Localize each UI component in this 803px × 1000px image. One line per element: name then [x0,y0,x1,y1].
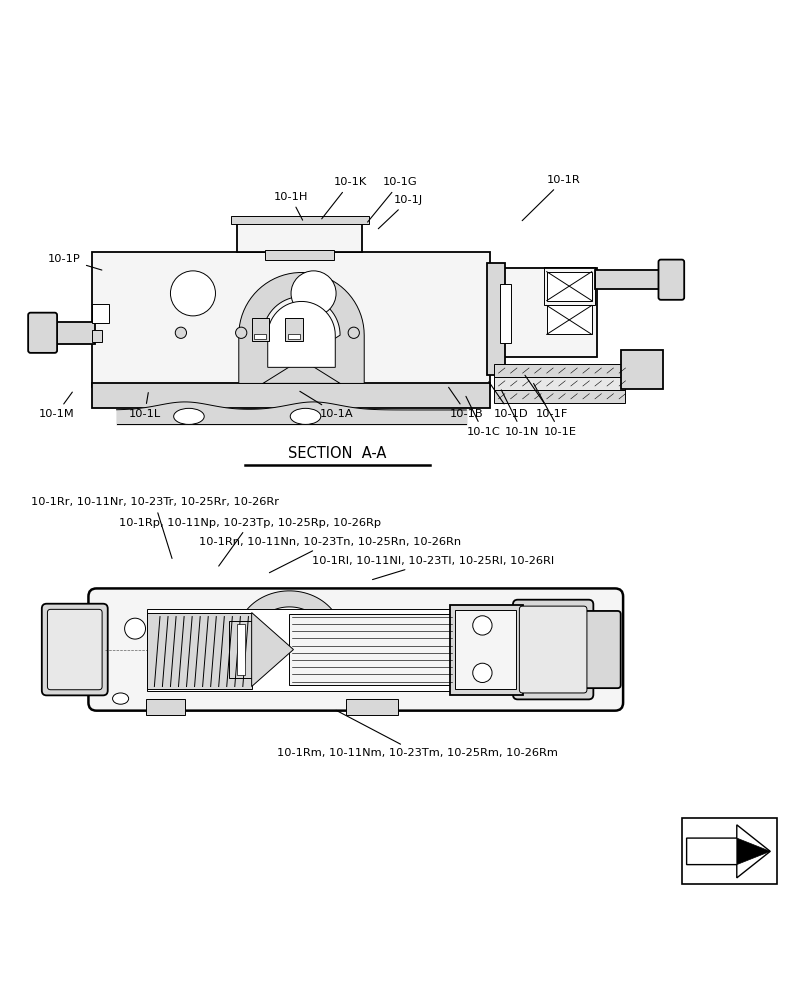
Bar [51,322,95,344]
Bar [494,364,624,377]
Bar [146,699,185,715]
Polygon shape [267,301,335,367]
Circle shape [291,271,336,316]
Bar [92,330,102,342]
FancyBboxPatch shape [658,260,683,300]
Bar [499,284,511,343]
Bar [501,268,596,357]
Text: 10-1Rn, 10-11Nn, 10-23Tn, 10-25Rn, 10-26Rn: 10-1Rn, 10-11Nn, 10-23Tn, 10-25Rn, 10-26… [199,537,461,573]
Circle shape [175,327,186,338]
Bar [147,609,532,691]
Text: 10-1F: 10-1F [524,375,567,419]
Text: 10-1C: 10-1C [466,396,499,437]
Text: 10-1Rm, 10-11Nm, 10-23Tm, 10-25Rm, 10-26Rm: 10-1Rm, 10-11Nm, 10-23Tm, 10-25Rm, 10-26… [277,710,557,758]
Bar [454,610,516,689]
Bar [289,614,454,685]
Polygon shape [251,613,293,687]
FancyBboxPatch shape [28,313,57,353]
Bar [285,318,303,341]
Circle shape [291,327,303,338]
Bar [92,252,490,387]
Text: 10-1J: 10-1J [378,195,422,229]
Text: SECTION  A-A: SECTION A-A [288,446,386,461]
Text: 10-1P: 10-1P [48,254,102,270]
FancyBboxPatch shape [512,600,593,699]
Text: 10-1Rr, 10-11Nr, 10-23Tr, 10-25Rr, 10-26Rr: 10-1Rr, 10-11Nr, 10-23Tr, 10-25Rr, 10-26… [31,497,278,558]
Bar [229,621,251,678]
FancyBboxPatch shape [88,588,622,711]
FancyBboxPatch shape [580,611,620,688]
FancyBboxPatch shape [519,606,586,693]
Text: 10-1H: 10-1H [273,192,308,220]
Text: 10-1A: 10-1A [300,391,353,419]
Polygon shape [236,591,342,637]
Ellipse shape [112,693,128,704]
Circle shape [472,663,491,683]
Text: 10-1Rl, 10-11Nl, 10-23Tl, 10-25Rl, 10-26Rl: 10-1Rl, 10-11Nl, 10-23Tl, 10-25Rl, 10-26… [312,556,553,580]
Polygon shape [238,273,364,383]
Bar [345,699,397,715]
Polygon shape [736,838,769,865]
Text: 10-1R: 10-1R [521,175,580,221]
Bar [621,350,662,389]
Circle shape [124,618,145,639]
Text: 10-1E: 10-1E [533,383,576,437]
Bar [230,216,369,224]
Bar [92,383,490,408]
Text: 10-1B: 10-1B [448,387,483,419]
Circle shape [235,327,247,338]
Ellipse shape [290,408,320,424]
Bar [546,272,591,301]
Bar [543,267,594,305]
Bar [450,605,522,695]
Bar [494,377,624,390]
Bar [287,334,300,339]
Circle shape [472,616,491,635]
Circle shape [170,271,215,316]
Bar [92,304,108,323]
Polygon shape [686,825,769,878]
Bar [237,624,245,675]
Bar [681,818,776,884]
Text: 10-1N: 10-1N [501,390,539,437]
Bar [254,334,266,339]
Text: 10-1L: 10-1L [128,393,161,419]
Text: 10-1K: 10-1K [321,177,366,219]
Bar [265,250,333,260]
Bar [487,263,504,375]
Ellipse shape [173,408,204,424]
FancyBboxPatch shape [42,604,108,695]
Bar [546,305,591,334]
Text: 10-1Rp, 10-11Np, 10-23Tp, 10-25Rp, 10-26Rp: 10-1Rp, 10-11Np, 10-23Tp, 10-25Rp, 10-26… [119,518,381,566]
Bar [237,220,361,252]
Bar [251,318,269,341]
FancyBboxPatch shape [47,609,102,690]
Circle shape [348,327,359,338]
Text: 10-1M: 10-1M [39,392,74,419]
Bar [594,270,665,289]
Bar [494,390,624,403]
Text: 10-1G: 10-1G [367,177,417,222]
Text: 10-1D: 10-1D [488,382,528,419]
Bar [147,613,251,689]
